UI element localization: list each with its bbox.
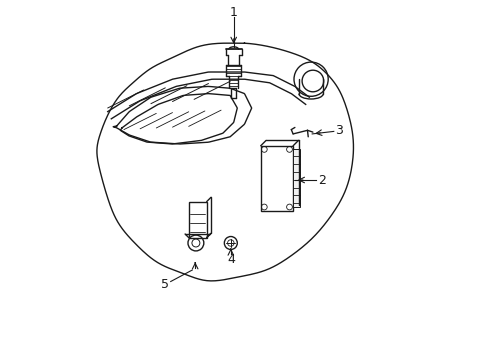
Text: 5: 5	[161, 278, 169, 291]
Ellipse shape	[302, 70, 323, 92]
Bar	[188, 202, 206, 238]
Text: 3: 3	[334, 124, 342, 137]
Text: 2: 2	[317, 174, 325, 186]
Bar	[260, 146, 292, 211]
Text: 4: 4	[226, 253, 234, 266]
Text: 1: 1	[229, 6, 237, 19]
Ellipse shape	[293, 62, 327, 96]
Bar	[292, 149, 299, 207]
